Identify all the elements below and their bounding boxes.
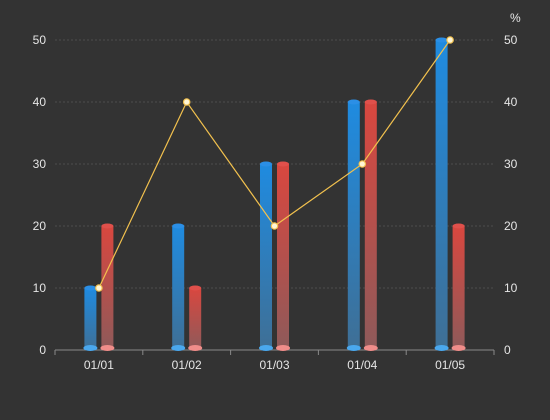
bar-top-cap bbox=[260, 161, 272, 167]
bar-top-cap bbox=[347, 99, 360, 105]
bar bbox=[451, 223, 466, 351]
axes: 0 10 20 30 40 50 0 10 20 30 40 50 01/01 01/02 01/03 01/… bbox=[33, 33, 518, 372]
bar bbox=[276, 161, 290, 351]
bar-base-cap bbox=[276, 345, 290, 351]
bar-body bbox=[347, 102, 360, 350]
right-y-tick-label: 20 bbox=[504, 219, 518, 233]
line-point bbox=[446, 36, 454, 44]
bar-base-cap bbox=[259, 345, 273, 351]
x-tick-label: 01/01 bbox=[84, 358, 114, 372]
right-y-tick-label: 0 bbox=[504, 343, 511, 357]
bar-body bbox=[364, 102, 377, 350]
bar-base-cap bbox=[171, 345, 186, 351]
bar-top-cap bbox=[84, 285, 97, 291]
bar bbox=[259, 161, 273, 351]
bar-body bbox=[84, 288, 97, 350]
left-y-tick-label: 40 bbox=[33, 95, 47, 109]
bar-top-cap bbox=[101, 223, 114, 229]
line-series bbox=[95, 36, 454, 292]
bar bbox=[363, 99, 378, 351]
bar-top-cap bbox=[189, 285, 202, 291]
x-tick-label: 01/05 bbox=[435, 358, 465, 372]
right-y-tick-label: 30 bbox=[504, 157, 518, 171]
bar-top-cap bbox=[452, 223, 465, 229]
bar bbox=[83, 285, 98, 351]
bar-body bbox=[452, 226, 465, 350]
bar-top-cap bbox=[172, 223, 185, 229]
bar bbox=[188, 285, 203, 351]
bar-top-cap bbox=[277, 161, 289, 167]
bars bbox=[83, 37, 466, 351]
x-tick-label: 01/02 bbox=[172, 358, 202, 372]
bar-body bbox=[277, 164, 289, 350]
bar-base-cap bbox=[188, 345, 203, 351]
line-point bbox=[182, 98, 191, 106]
right-y-tick-label: 40 bbox=[504, 95, 518, 109]
left-y-tick-label: 0 bbox=[39, 343, 46, 357]
right-y-tick-label: 10 bbox=[504, 281, 518, 295]
bar-base-cap bbox=[100, 345, 115, 351]
bar bbox=[346, 99, 361, 351]
bar-base-cap bbox=[363, 345, 378, 351]
line-point bbox=[95, 284, 103, 292]
bar bbox=[434, 37, 449, 351]
x-tick-label: 01/03 bbox=[259, 358, 289, 372]
x-tick-label: 01/04 bbox=[347, 358, 377, 372]
bar-base-cap bbox=[346, 345, 361, 351]
bar-top-cap bbox=[364, 99, 377, 105]
line-point bbox=[358, 160, 367, 168]
bar-body bbox=[189, 288, 202, 350]
bar-base-cap bbox=[451, 345, 466, 351]
left-y-tick-label: 10 bbox=[33, 281, 47, 295]
left-y-tick-label: 20 bbox=[33, 219, 47, 233]
bar-top-cap bbox=[435, 37, 448, 43]
bar bbox=[100, 223, 115, 351]
bar bbox=[171, 223, 186, 351]
left-y-tick-label: 50 bbox=[33, 33, 47, 47]
gridlines bbox=[55, 39, 494, 289]
right-axis-unit: % bbox=[510, 11, 521, 25]
bar-body bbox=[435, 40, 448, 350]
right-y-tick-label: 50 bbox=[504, 33, 518, 47]
bar-base-cap bbox=[434, 345, 449, 351]
bar-body bbox=[101, 226, 114, 350]
line-point bbox=[270, 222, 279, 230]
left-y-tick-label: 30 bbox=[33, 157, 47, 171]
bar-body bbox=[260, 164, 272, 350]
bar-base-cap bbox=[83, 345, 98, 351]
bar-body bbox=[172, 226, 185, 350]
